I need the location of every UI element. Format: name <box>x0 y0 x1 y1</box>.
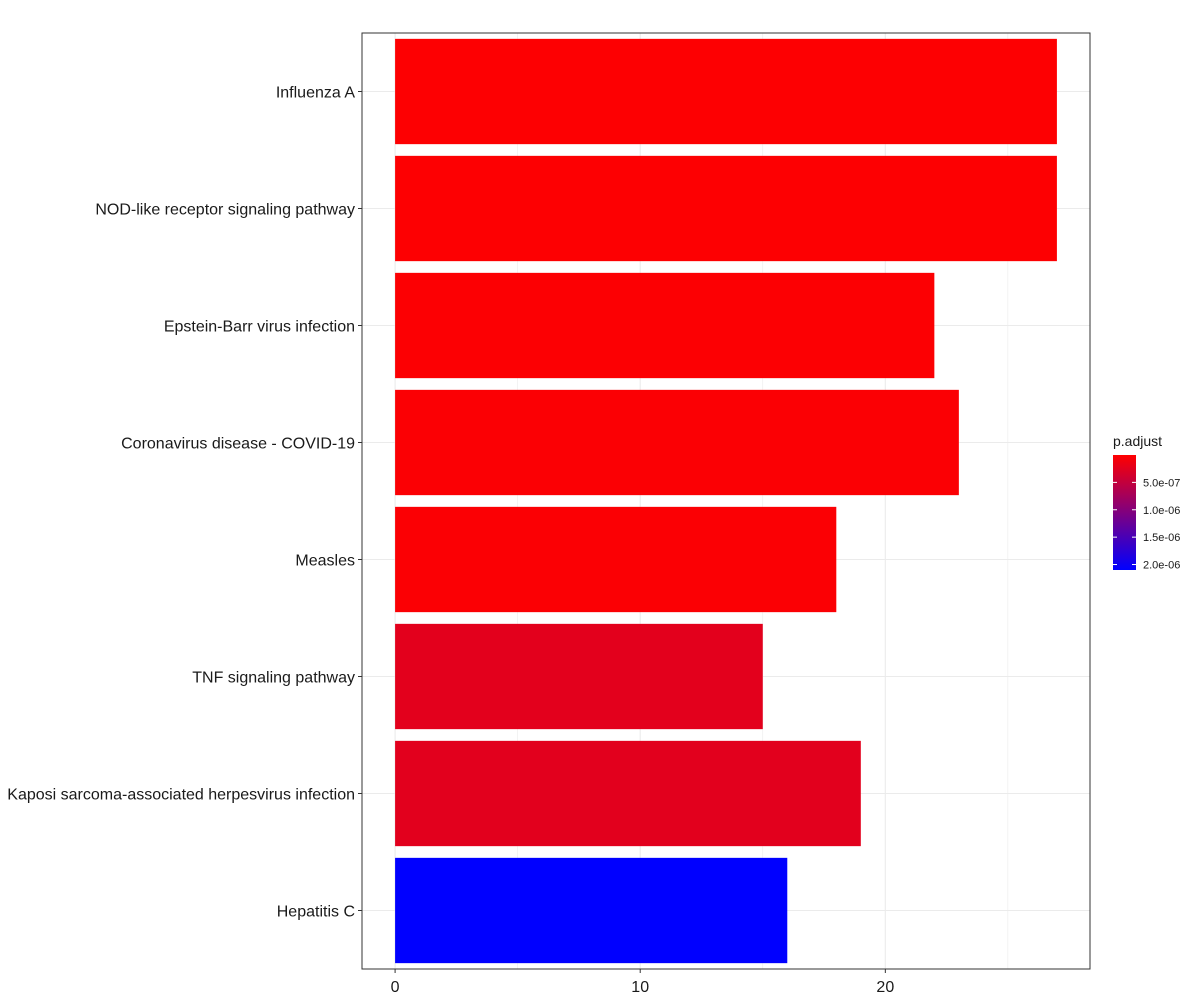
y-tick-label: Coronavirus disease - COVID-19 <box>121 436 355 453</box>
bar <box>395 740 861 847</box>
x-tick-label: 10 <box>631 979 649 996</box>
y-tick-label: Influenza A <box>276 85 356 102</box>
legend-tick-label: 5.0e-07 <box>1143 477 1180 489</box>
bar <box>395 857 788 964</box>
bars <box>395 38 1057 964</box>
bar <box>395 155 1057 262</box>
y-tick-label: NOD-like receptor signaling pathway <box>95 202 355 219</box>
legend-colorbar <box>1113 455 1136 570</box>
panel-border <box>361 32 1091 970</box>
bar <box>395 272 935 379</box>
x-tick-label: 0 <box>391 979 400 996</box>
y-tick-label: TNF signaling pathway <box>192 670 355 687</box>
legend-tick-label: 1.5e-06 <box>1143 532 1180 544</box>
legend: p.adjust 5.0e-07 1.0e-06 1.5e-06 2.0e-06 <box>1113 433 1180 572</box>
bar <box>395 506 837 613</box>
legend-title: p.adjust <box>1113 433 1162 449</box>
bar <box>395 623 763 730</box>
legend-tick-label: 1.0e-06 <box>1143 505 1180 517</box>
x-axis: 0 10 20 <box>391 969 894 996</box>
bar <box>395 389 959 496</box>
y-tick-label: Epstein-Barr virus infection <box>164 319 355 336</box>
bar <box>395 38 1057 145</box>
y-tick-label: Measles <box>295 553 355 570</box>
legend-tick-label: 2.0e-06 <box>1143 560 1180 572</box>
y-axis: Influenza A NOD-like receptor signaling p… <box>7 85 362 921</box>
y-tick-label: Hepatitis C <box>277 904 355 921</box>
y-tick-label: Kaposi sarcoma-associated herpesvirus in… <box>7 787 355 804</box>
x-tick-label: 20 <box>876 979 894 996</box>
